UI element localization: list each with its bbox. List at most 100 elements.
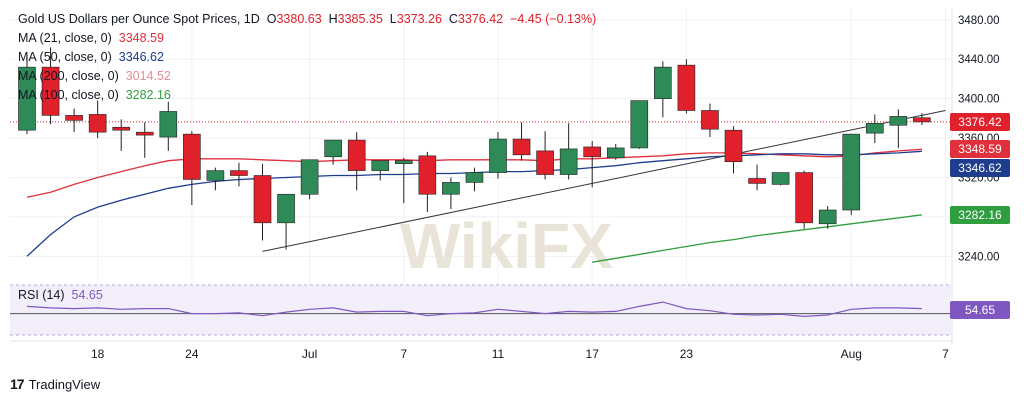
ma21-price-tag: 3348.59 xyxy=(950,140,1010,159)
tradingview-brand[interactable]: 17 TradingView xyxy=(10,376,100,392)
candle xyxy=(795,170,813,229)
ma100-legend[interactable]: MA (100, close, 0) 3282.16 xyxy=(18,88,171,102)
candle-down-body xyxy=(183,133,201,180)
candle-up-body xyxy=(842,133,861,211)
time-tick-label: 17 xyxy=(586,347,600,361)
rsi-value-tag: 54.65 xyxy=(950,301,1010,320)
time-tick-label: 7 xyxy=(400,347,407,361)
time-tick-label: Aug xyxy=(841,347,862,361)
candle xyxy=(135,122,154,158)
symbol-title: Gold US Dollars per Ounce Spot Prices, 1… xyxy=(18,12,260,26)
candle xyxy=(394,157,413,204)
candle xyxy=(771,172,790,186)
candle-down-body xyxy=(135,131,154,136)
rsi-legend[interactable]: RSI (14) 54.65 xyxy=(18,288,103,302)
candle-down-body xyxy=(418,155,437,195)
candle-up-body xyxy=(630,100,649,149)
price-tick-label: 3440.00 xyxy=(958,54,1000,66)
candle-up-body xyxy=(206,170,225,181)
candle-down-body xyxy=(230,170,248,176)
ma-line-100 xyxy=(592,214,922,263)
time-tick-label: 23 xyxy=(680,347,694,361)
candle xyxy=(41,47,60,125)
candle-up-body xyxy=(889,116,908,126)
price-tick-label: 3400.00 xyxy=(958,94,1000,106)
candle xyxy=(112,119,130,151)
main-plot-area xyxy=(10,8,952,278)
candle xyxy=(748,164,766,191)
tradingview-logo-icon: 17 xyxy=(10,376,25,392)
last-price-tag: 3376.42 xyxy=(950,112,1010,131)
candle xyxy=(253,163,272,241)
candle-up-body xyxy=(324,139,342,158)
candle xyxy=(489,132,507,179)
candle xyxy=(159,101,178,151)
candle xyxy=(889,109,908,148)
price-tick-label: 3480.00 xyxy=(958,15,1000,27)
candle xyxy=(701,103,719,138)
candle xyxy=(88,100,107,139)
candle-down-body xyxy=(748,178,766,184)
candle-down-body xyxy=(913,117,931,123)
candle-up-body xyxy=(818,209,837,225)
rsi-band xyxy=(10,285,952,335)
candle-down-body xyxy=(583,146,602,158)
candle-down-body xyxy=(677,64,696,111)
candle xyxy=(183,131,201,206)
candle-up-body xyxy=(371,160,390,171)
candle xyxy=(583,141,602,188)
candle-down-body xyxy=(347,139,366,171)
candle xyxy=(536,131,554,180)
candle xyxy=(65,108,83,133)
candle-up-body xyxy=(442,182,460,195)
candle-up-body xyxy=(277,193,295,224)
ma100-price-tag: 3282.16 xyxy=(950,205,1010,224)
time-tick-label: 11 xyxy=(492,347,505,361)
candle xyxy=(324,139,342,165)
candle xyxy=(818,206,837,229)
candle xyxy=(724,126,743,174)
candle xyxy=(418,151,437,212)
candle xyxy=(913,113,931,126)
candles xyxy=(18,47,931,250)
rsi-line xyxy=(26,301,922,318)
rsi-panel xyxy=(10,284,952,336)
candle-down-body xyxy=(65,115,83,121)
candle-up-body xyxy=(865,122,884,134)
change-value: −4.45 (−0.13%) xyxy=(510,12,597,26)
candle xyxy=(865,114,884,143)
candle xyxy=(18,54,36,135)
candle xyxy=(300,159,319,200)
candle xyxy=(842,133,861,215)
candle-up-body xyxy=(465,172,484,183)
candle xyxy=(442,177,460,210)
time-axis: 18 24 Jul 7 11 17 23 Aug 7 xyxy=(10,340,952,361)
ma21-legend[interactable]: MA (21, close, 0) 3348.59 xyxy=(18,31,164,45)
ma200-legend[interactable]: MA (200, close, 0) 3014.52 xyxy=(18,69,171,83)
ma50-legend[interactable]: MA (50, close, 0) 3346.62 xyxy=(18,50,164,64)
candle-down-body xyxy=(253,175,272,224)
candle xyxy=(606,143,625,160)
candle xyxy=(654,61,672,118)
ascending-trendline xyxy=(262,109,946,252)
watermark-text: WikiFX xyxy=(400,210,613,282)
candle-up-body xyxy=(489,138,507,173)
candle-up-body xyxy=(654,66,672,99)
symbol-row: Gold US Dollars per Ounce Spot Prices, 1… xyxy=(18,10,596,29)
ohlc-values: O3380.63 H3385.35 L3373.26 C3376.42 −4.4… xyxy=(266,12,597,26)
time-tick-label: Jul xyxy=(302,347,317,361)
candle-up-body xyxy=(606,147,625,159)
time-tick-label: 24 xyxy=(185,347,199,361)
candle xyxy=(206,167,225,191)
time-tick-label: 18 xyxy=(91,347,105,361)
candle xyxy=(630,100,649,149)
candle xyxy=(347,132,366,191)
candle-up-body xyxy=(771,172,790,185)
candle-up-body xyxy=(18,66,36,131)
time-tick-label: 7 xyxy=(942,347,949,361)
candle xyxy=(230,162,248,187)
candle-down-body xyxy=(88,114,107,133)
wikifx-watermark: WikiFX xyxy=(400,210,613,282)
candle-down-body xyxy=(41,66,60,116)
